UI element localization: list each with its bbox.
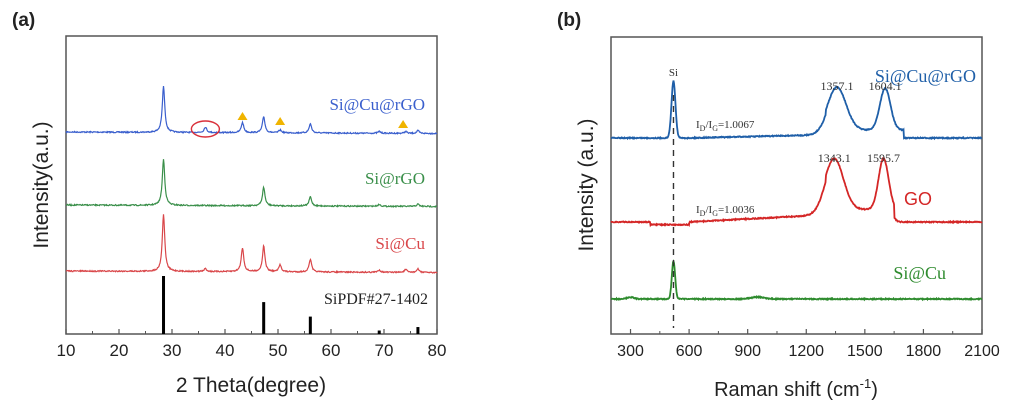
- triangle-marker: [237, 112, 248, 120]
- triangle-marker: [398, 120, 409, 128]
- peak-value-label: 1343.1: [818, 151, 851, 165]
- series-label-b: Si@Cu: [893, 263, 946, 283]
- peak-value-label: 1595.7: [867, 151, 900, 165]
- x-axis-label-b: Raman shift (cm-1): [714, 376, 878, 401]
- x-tick-label-b: 2100: [964, 343, 1000, 360]
- panel-b-label: (b): [557, 10, 581, 31]
- peak-value-label: 1604.1: [869, 79, 902, 93]
- id-ig-ratio-label: ID/IG=1.0036: [696, 204, 755, 218]
- x-tick-label-b: 900: [734, 343, 761, 360]
- series-label-a: Si@rGO: [365, 169, 425, 188]
- reference-a: SiPDF#27-1402: [162, 276, 428, 334]
- triangle-marker: [275, 117, 286, 125]
- x-tick-label-a: 60: [322, 341, 341, 360]
- annotations-a: [190, 112, 409, 138]
- x-axis-b: 300 600 900 1200 1500 1800 2100: [617, 329, 1000, 360]
- series-label-a: Si@Cu: [375, 234, 425, 253]
- x-tick-label-b: 300: [617, 343, 644, 360]
- highlight-circle: [190, 120, 221, 138]
- plot-b-frame: [610, 36, 983, 335]
- panel-a: (a) 10 20 30 40 50 60 70 80 Si@Cu@rGOSi@rGOSi@C…: [12, 10, 446, 397]
- id-ig-ratio-label: ID/IG=1.0067: [696, 119, 755, 133]
- x-tick-label-b: 1500: [847, 343, 883, 360]
- raman-curve-go: [610, 156, 983, 228]
- x-tick-label-b: 600: [676, 343, 703, 360]
- x-axis-label-b-text: Raman shift (cm: [714, 379, 860, 401]
- reference-line: [308, 316, 312, 334]
- xrd-curve-si-rgo: [65, 159, 437, 209]
- panel-a-label: (a): [12, 10, 35, 31]
- annotations-b: Si: [669, 67, 678, 328]
- reference-line: [416, 327, 420, 334]
- x-axis-a: 10 20 30 40 50 60 70 80: [57, 329, 447, 360]
- series-b: Si@Cu@rGO 1357.1 1604.1 ID/IG=1.0067 GO 1343.…: [610, 66, 983, 302]
- series-label-b: GO: [904, 189, 932, 209]
- si-peak-label: Si: [669, 67, 678, 79]
- x-axis-label-b-sup: -1: [860, 376, 872, 391]
- x-tick-label-b: 1800: [906, 343, 942, 360]
- peak-value-label: 1357.1: [820, 79, 853, 93]
- reference-line: [377, 330, 381, 334]
- x-tick-label-a: 10: [57, 341, 76, 360]
- x-tick-label-b: 1200: [788, 343, 824, 360]
- x-tick-label-a: 80: [428, 341, 447, 360]
- x-tick-label-a: 30: [163, 341, 182, 360]
- x-tick-label-a: 40: [216, 341, 235, 360]
- x-tick-label-a: 20: [110, 341, 129, 360]
- reference-label: SiPDF#27-1402: [324, 291, 428, 308]
- series-a: Si@Cu@rGO Si@rGO Si@Cu: [65, 86, 438, 274]
- series-label-b: Si@Cu@rGO: [875, 66, 976, 86]
- x-axis-label-a: 2 Theta(degree): [176, 374, 326, 397]
- reference-line: [262, 302, 266, 334]
- x-tick-label-a: 70: [375, 341, 394, 360]
- y-axis-label-a: Intensity(a.u.): [30, 121, 53, 248]
- reference-line: [162, 276, 166, 334]
- panel-b: (b) 300 600 900 1200 1500 1800 2100 Si@Cu@rGO1…: [557, 10, 1000, 401]
- raman-curve-si-cu-rgo: [610, 80, 983, 141]
- series-label-a: Si@Cu@rGO: [329, 95, 425, 114]
- xrd-curve-si-cu: [65, 214, 438, 274]
- x-axis-label-b-end: ): [871, 379, 878, 401]
- x-tick-label-a: 50: [269, 341, 288, 360]
- y-axis-label-b: Intensity (a.u.): [575, 118, 598, 251]
- xrd-curve-si-cu-rgo: [65, 86, 438, 135]
